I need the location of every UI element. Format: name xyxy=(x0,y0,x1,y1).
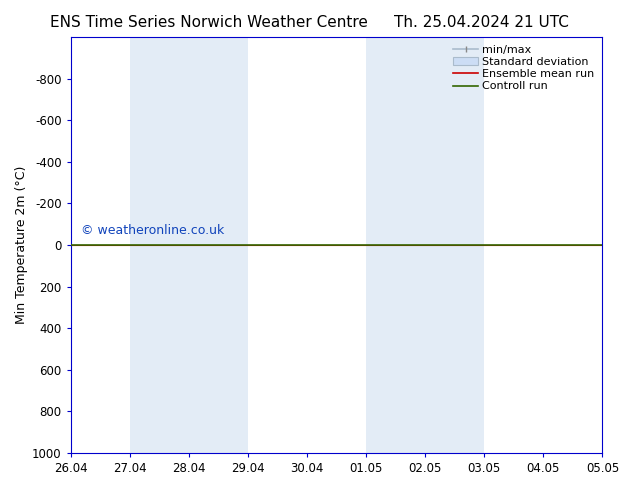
Text: ENS Time Series Norwich Weather Centre: ENS Time Series Norwich Weather Centre xyxy=(50,15,368,30)
Bar xyxy=(602,37,634,453)
Text: © weatheronline.co.uk: © weatheronline.co.uk xyxy=(81,224,224,237)
Y-axis label: Min Temperature 2m (°C): Min Temperature 2m (°C) xyxy=(15,166,28,324)
Legend: min/max, Standard deviation, Ensemble mean run, Controll run: min/max, Standard deviation, Ensemble me… xyxy=(451,43,597,94)
Text: Th. 25.04.2024 21 UTC: Th. 25.04.2024 21 UTC xyxy=(394,15,569,30)
Bar xyxy=(366,37,484,453)
Bar xyxy=(130,37,248,453)
